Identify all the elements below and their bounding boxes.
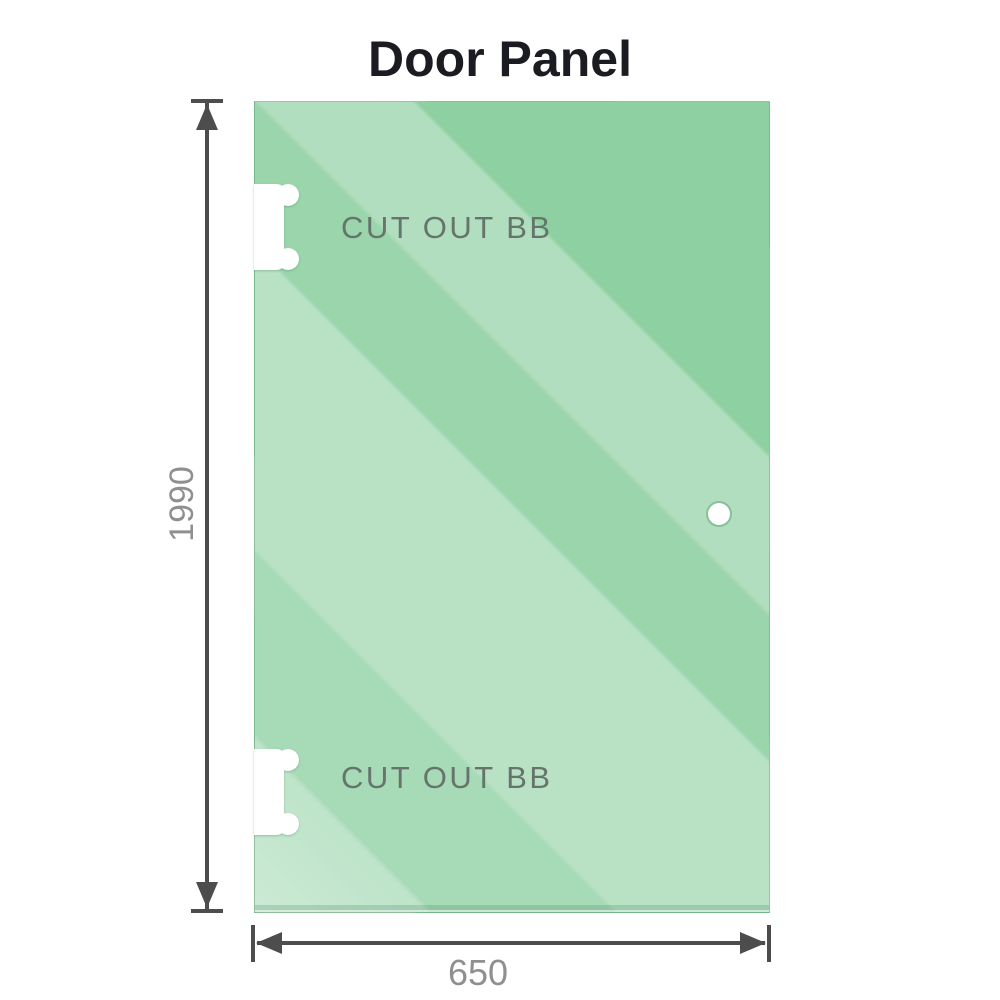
- handle-hole-icon: [708, 503, 730, 525]
- width-dimension-value: 650: [447, 952, 509, 993]
- cutout-label-top: CUT OUT BB: [341, 210, 553, 245]
- dimension-tick-left: [251, 925, 255, 962]
- page-title: Door Panel: [368, 31, 632, 87]
- height-dimension-value: 1990: [163, 466, 201, 542]
- height-dimension-line: [205, 103, 209, 909]
- arrow-down-icon: [196, 882, 218, 908]
- dimension-end-cap-bottom: [191, 909, 223, 913]
- cutout-label-bottom: CUT OUT BB: [341, 760, 553, 795]
- width-dimension-line: [257, 941, 765, 945]
- dimension-tick-right: [767, 925, 771, 962]
- hinge-cutout-bottom-icon: [254, 749, 299, 835]
- dimension-end-cap-top: [191, 99, 223, 103]
- glass-panel: CUT OUT BB CUT OUT BB: [254, 101, 770, 913]
- arrow-right-icon: [740, 932, 766, 954]
- hinge-cutout-top-icon: [254, 184, 299, 270]
- panel-bottom-edge: [255, 905, 769, 912]
